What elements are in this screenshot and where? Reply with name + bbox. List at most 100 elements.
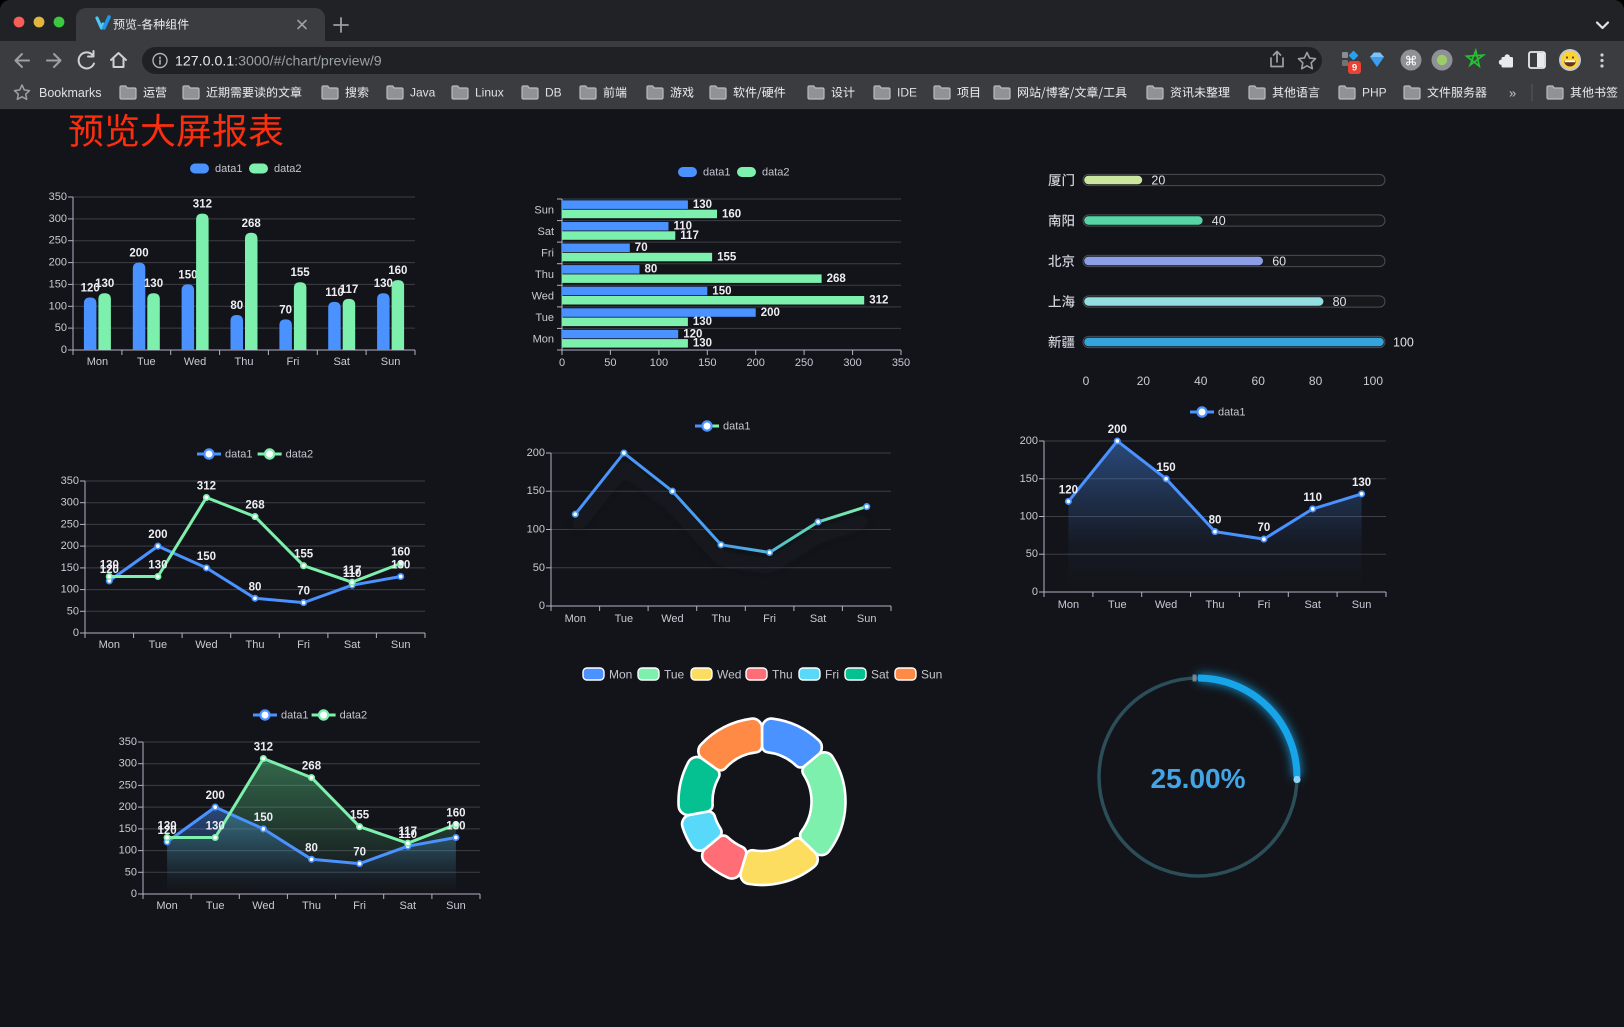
svg-text:DB: DB xyxy=(545,86,562,100)
svg-text:Mon: Mon xyxy=(533,334,554,346)
svg-text:70: 70 xyxy=(279,304,292,316)
svg-text:130: 130 xyxy=(100,560,119,572)
svg-text:50: 50 xyxy=(55,322,67,334)
svg-text:80: 80 xyxy=(1333,295,1347,309)
svg-text:0: 0 xyxy=(1032,586,1038,598)
svg-text:150: 150 xyxy=(1157,462,1176,474)
svg-text:Tue: Tue xyxy=(535,312,554,324)
svg-text:data2: data2 xyxy=(340,710,368,722)
svg-text:Sun: Sun xyxy=(534,204,554,216)
svg-text:130: 130 xyxy=(148,560,167,572)
svg-text:150: 150 xyxy=(61,562,79,574)
svg-text:Tue: Tue xyxy=(137,356,156,368)
svg-text:25.00%: 25.00% xyxy=(1151,763,1246,794)
svg-text:80: 80 xyxy=(1209,515,1222,527)
svg-text:50: 50 xyxy=(533,562,545,574)
svg-text:Sun: Sun xyxy=(921,668,942,682)
svg-text:Sun: Sun xyxy=(391,639,411,651)
svg-text:Thu: Thu xyxy=(535,269,554,281)
svg-text:20: 20 xyxy=(1137,374,1151,388)
svg-text:80: 80 xyxy=(230,300,243,312)
svg-text:110: 110 xyxy=(325,287,344,299)
svg-text:Wed: Wed xyxy=(1155,599,1177,611)
svg-text:⌘: ⌘ xyxy=(1405,53,1418,68)
svg-text:100: 100 xyxy=(119,845,137,857)
svg-text:data2: data2 xyxy=(762,167,790,179)
svg-text:300: 300 xyxy=(49,213,67,225)
svg-text:60: 60 xyxy=(1252,374,1266,388)
svg-text:250: 250 xyxy=(61,518,79,530)
svg-text:300: 300 xyxy=(119,758,137,770)
svg-text:268: 268 xyxy=(245,500,265,512)
svg-text:9: 9 xyxy=(1352,63,1357,74)
svg-text:200: 200 xyxy=(206,790,225,802)
svg-text:250: 250 xyxy=(49,235,67,247)
svg-text:120: 120 xyxy=(100,564,119,576)
svg-text:110: 110 xyxy=(1303,492,1322,504)
svg-text:80: 80 xyxy=(645,264,658,276)
svg-text:Fri: Fri xyxy=(353,900,366,912)
svg-text:50: 50 xyxy=(1026,548,1038,560)
svg-text:155: 155 xyxy=(717,251,737,263)
svg-text:130: 130 xyxy=(1352,477,1371,489)
svg-text:Sun: Sun xyxy=(857,613,877,625)
svg-text:268: 268 xyxy=(302,761,322,773)
svg-text:200: 200 xyxy=(1108,424,1127,436)
svg-text:312: 312 xyxy=(193,199,212,211)
svg-text:Mon: Mon xyxy=(99,639,120,651)
svg-text:Tue: Tue xyxy=(206,900,225,912)
svg-text:Sun: Sun xyxy=(381,356,401,368)
svg-text:Wed: Wed xyxy=(195,639,217,651)
svg-text:Thu: Thu xyxy=(235,356,254,368)
svg-text:250: 250 xyxy=(795,357,813,369)
svg-text:50: 50 xyxy=(125,866,137,878)
svg-text:80: 80 xyxy=(249,581,262,593)
svg-text:300: 300 xyxy=(61,497,79,509)
svg-text:Sat: Sat xyxy=(871,668,890,682)
svg-text:200: 200 xyxy=(527,447,545,459)
svg-text:117: 117 xyxy=(680,230,699,242)
svg-text:130: 130 xyxy=(693,199,712,211)
svg-text:data1: data1 xyxy=(225,449,253,461)
svg-text:130: 130 xyxy=(693,316,712,328)
svg-text:50: 50 xyxy=(67,605,79,617)
svg-text:117: 117 xyxy=(399,826,418,838)
svg-text:80: 80 xyxy=(305,842,318,854)
svg-text:Sat: Sat xyxy=(537,226,554,238)
svg-text:110: 110 xyxy=(343,568,362,580)
svg-text:100: 100 xyxy=(1393,336,1414,350)
svg-text:Sat: Sat xyxy=(333,356,350,368)
svg-text:150: 150 xyxy=(527,485,545,497)
svg-text:312: 312 xyxy=(197,481,216,493)
svg-text:Tue: Tue xyxy=(1108,599,1127,611)
svg-text:130: 130 xyxy=(95,278,114,290)
svg-text:150: 150 xyxy=(698,357,716,369)
svg-text:150: 150 xyxy=(254,812,273,824)
svg-text:155: 155 xyxy=(350,810,370,822)
svg-text:data1: data1 xyxy=(703,167,731,179)
svg-text:160: 160 xyxy=(388,265,407,277)
svg-text:150: 150 xyxy=(178,269,197,281)
svg-text:Mon: Mon xyxy=(87,356,108,368)
svg-text:Wed: Wed xyxy=(252,900,274,912)
svg-text:IDE: IDE xyxy=(897,86,917,100)
svg-text:Linux: Linux xyxy=(475,86,504,100)
svg-text:data1: data1 xyxy=(723,421,751,433)
svg-text:data1: data1 xyxy=(1218,407,1246,419)
svg-text:130: 130 xyxy=(144,278,163,290)
svg-text:100: 100 xyxy=(1363,374,1383,388)
svg-text:120: 120 xyxy=(158,825,177,837)
svg-text:Sun: Sun xyxy=(1352,599,1372,611)
svg-text:0: 0 xyxy=(1083,374,1090,388)
svg-text:268: 268 xyxy=(242,218,262,230)
svg-text:Mon: Mon xyxy=(156,900,177,912)
svg-text:155: 155 xyxy=(294,549,314,561)
svg-text:100: 100 xyxy=(49,300,67,312)
svg-text:50: 50 xyxy=(604,357,616,369)
svg-text:0: 0 xyxy=(73,627,79,639)
svg-text:130: 130 xyxy=(391,560,410,572)
svg-text:200: 200 xyxy=(129,248,148,260)
svg-text:120: 120 xyxy=(81,283,100,295)
svg-text:40: 40 xyxy=(1194,374,1208,388)
svg-text:70: 70 xyxy=(1258,522,1271,534)
